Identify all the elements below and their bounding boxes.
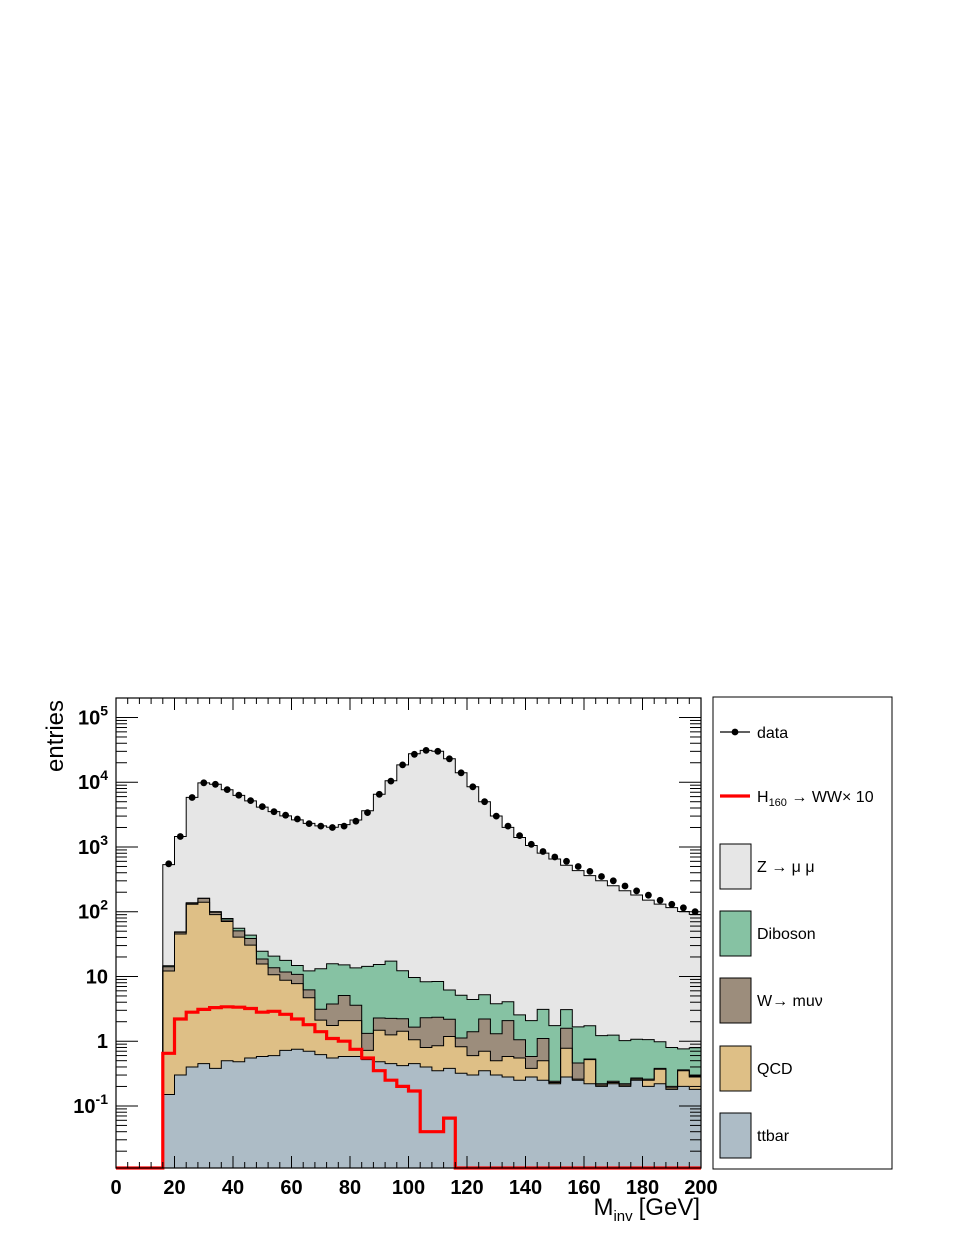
stack-outline-z-	[116, 749, 701, 1169]
legend-label: Z → μ μ	[757, 859, 815, 876]
stack-fill-ttbar	[116, 1049, 701, 1168]
data-point	[294, 815, 301, 823]
x-axis-title: Minv [GeV]	[593, 1194, 700, 1225]
legend-entry-wmunu: W→ muν	[719, 977, 823, 1024]
x-tick-label: 40	[222, 1177, 244, 1199]
data-point	[270, 808, 278, 816]
legend-entry-zmumu: Z → μ μ	[719, 843, 815, 890]
data-point	[492, 812, 500, 820]
y-tick-label: 1	[97, 1031, 108, 1053]
data-point	[340, 822, 348, 830]
legend-label: H160 → WW× 10	[757, 789, 874, 809]
data-point	[387, 777, 395, 785]
data-point	[223, 786, 231, 793]
legend-entry-data: data	[720, 725, 788, 742]
data-point	[645, 891, 652, 899]
data-point	[504, 822, 512, 830]
x-tick-label: 200	[684, 1177, 717, 1199]
legend-label: QCD	[757, 1061, 793, 1078]
legend-swatch	[719, 910, 752, 957]
legend-label: Diboson	[757, 926, 816, 943]
data-point	[411, 750, 418, 758]
legend-entry-qcd: QCD	[719, 1045, 793, 1092]
data-point	[574, 863, 582, 870]
data-point	[551, 853, 559, 861]
data-point	[235, 791, 243, 799]
data-point	[457, 769, 465, 777]
data-points-layer	[165, 747, 699, 916]
legend: data H160 → WW× 10 Z → μ μ Diboson W→ muν QCD…	[712, 696, 893, 1170]
legend-entry-ttbar: ttbar	[719, 1112, 790, 1159]
legend-swatch	[719, 977, 752, 1024]
data-point	[282, 811, 289, 819]
y-tick-label: 105	[78, 702, 108, 729]
data-point	[329, 824, 336, 831]
stacked-background-layer	[116, 749, 701, 1169]
x-tick-label: 100	[392, 1177, 425, 1199]
tick-labels: 0 20 40 60 80 100 120 140 160 180 200 10-1 1 10 102 103…	[73, 702, 717, 1199]
data-point	[422, 747, 430, 754]
legend-label: W→ muν	[757, 993, 823, 1010]
data-point	[188, 794, 196, 801]
axis-ticks	[115, 697, 702, 1168]
data-point	[469, 783, 477, 791]
data-point	[352, 817, 360, 825]
data-point	[656, 896, 664, 904]
stack-outline-ttbar	[116, 1048, 701, 1169]
legend-swatch	[719, 1045, 752, 1092]
data-point	[446, 755, 453, 763]
x-tick-label: 120	[450, 1177, 483, 1199]
data-point	[516, 832, 523, 839]
data-point	[165, 860, 173, 868]
y-tick-label: 10	[86, 966, 108, 988]
data-point	[305, 820, 313, 827]
x-tick-label: 60	[280, 1177, 302, 1199]
data-point	[481, 798, 488, 806]
x-tick-label: 140	[509, 1177, 542, 1199]
y-axis-title: entries	[42, 700, 69, 772]
legend-entry-diboson: Diboson	[719, 910, 816, 957]
data-point	[633, 887, 640, 895]
x-tick-label: 180	[626, 1177, 659, 1199]
legend-entry-signal: H160 → WW× 10	[720, 789, 874, 809]
y-tick-label: 103	[78, 832, 108, 859]
data-point	[399, 761, 406, 769]
y-tick-label: 10-1	[73, 1091, 108, 1118]
x-tick-label: 20	[163, 1177, 185, 1199]
stack-outline-diboson	[116, 897, 701, 1169]
data-point	[668, 900, 676, 908]
data-point	[563, 857, 570, 865]
y-tick-label: 102	[78, 897, 108, 924]
data-point	[364, 809, 371, 816]
data-point	[621, 882, 629, 890]
data-point	[434, 747, 442, 755]
data-point	[598, 873, 605, 880]
x-tick-label: 80	[339, 1177, 361, 1199]
data-point	[680, 904, 687, 912]
x-tick-label: 0	[110, 1177, 121, 1199]
data-point	[200, 779, 208, 787]
legend-label: ttbar	[757, 1128, 790, 1145]
data-point	[247, 797, 255, 804]
data-point	[317, 822, 325, 830]
legend-label: data	[757, 725, 788, 742]
data-point	[375, 790, 383, 798]
legend-marker	[731, 728, 739, 736]
data-point	[586, 868, 594, 875]
x-tick-label: 160	[567, 1177, 600, 1199]
data-point	[258, 803, 266, 810]
y-tick-label: 104	[78, 767, 108, 794]
legend-swatch	[719, 843, 752, 890]
data-point	[176, 833, 184, 840]
data-point	[527, 840, 535, 848]
data-point	[539, 848, 547, 855]
data-point	[609, 877, 617, 885]
data-point	[212, 780, 219, 788]
legend-swatch	[719, 1112, 752, 1159]
